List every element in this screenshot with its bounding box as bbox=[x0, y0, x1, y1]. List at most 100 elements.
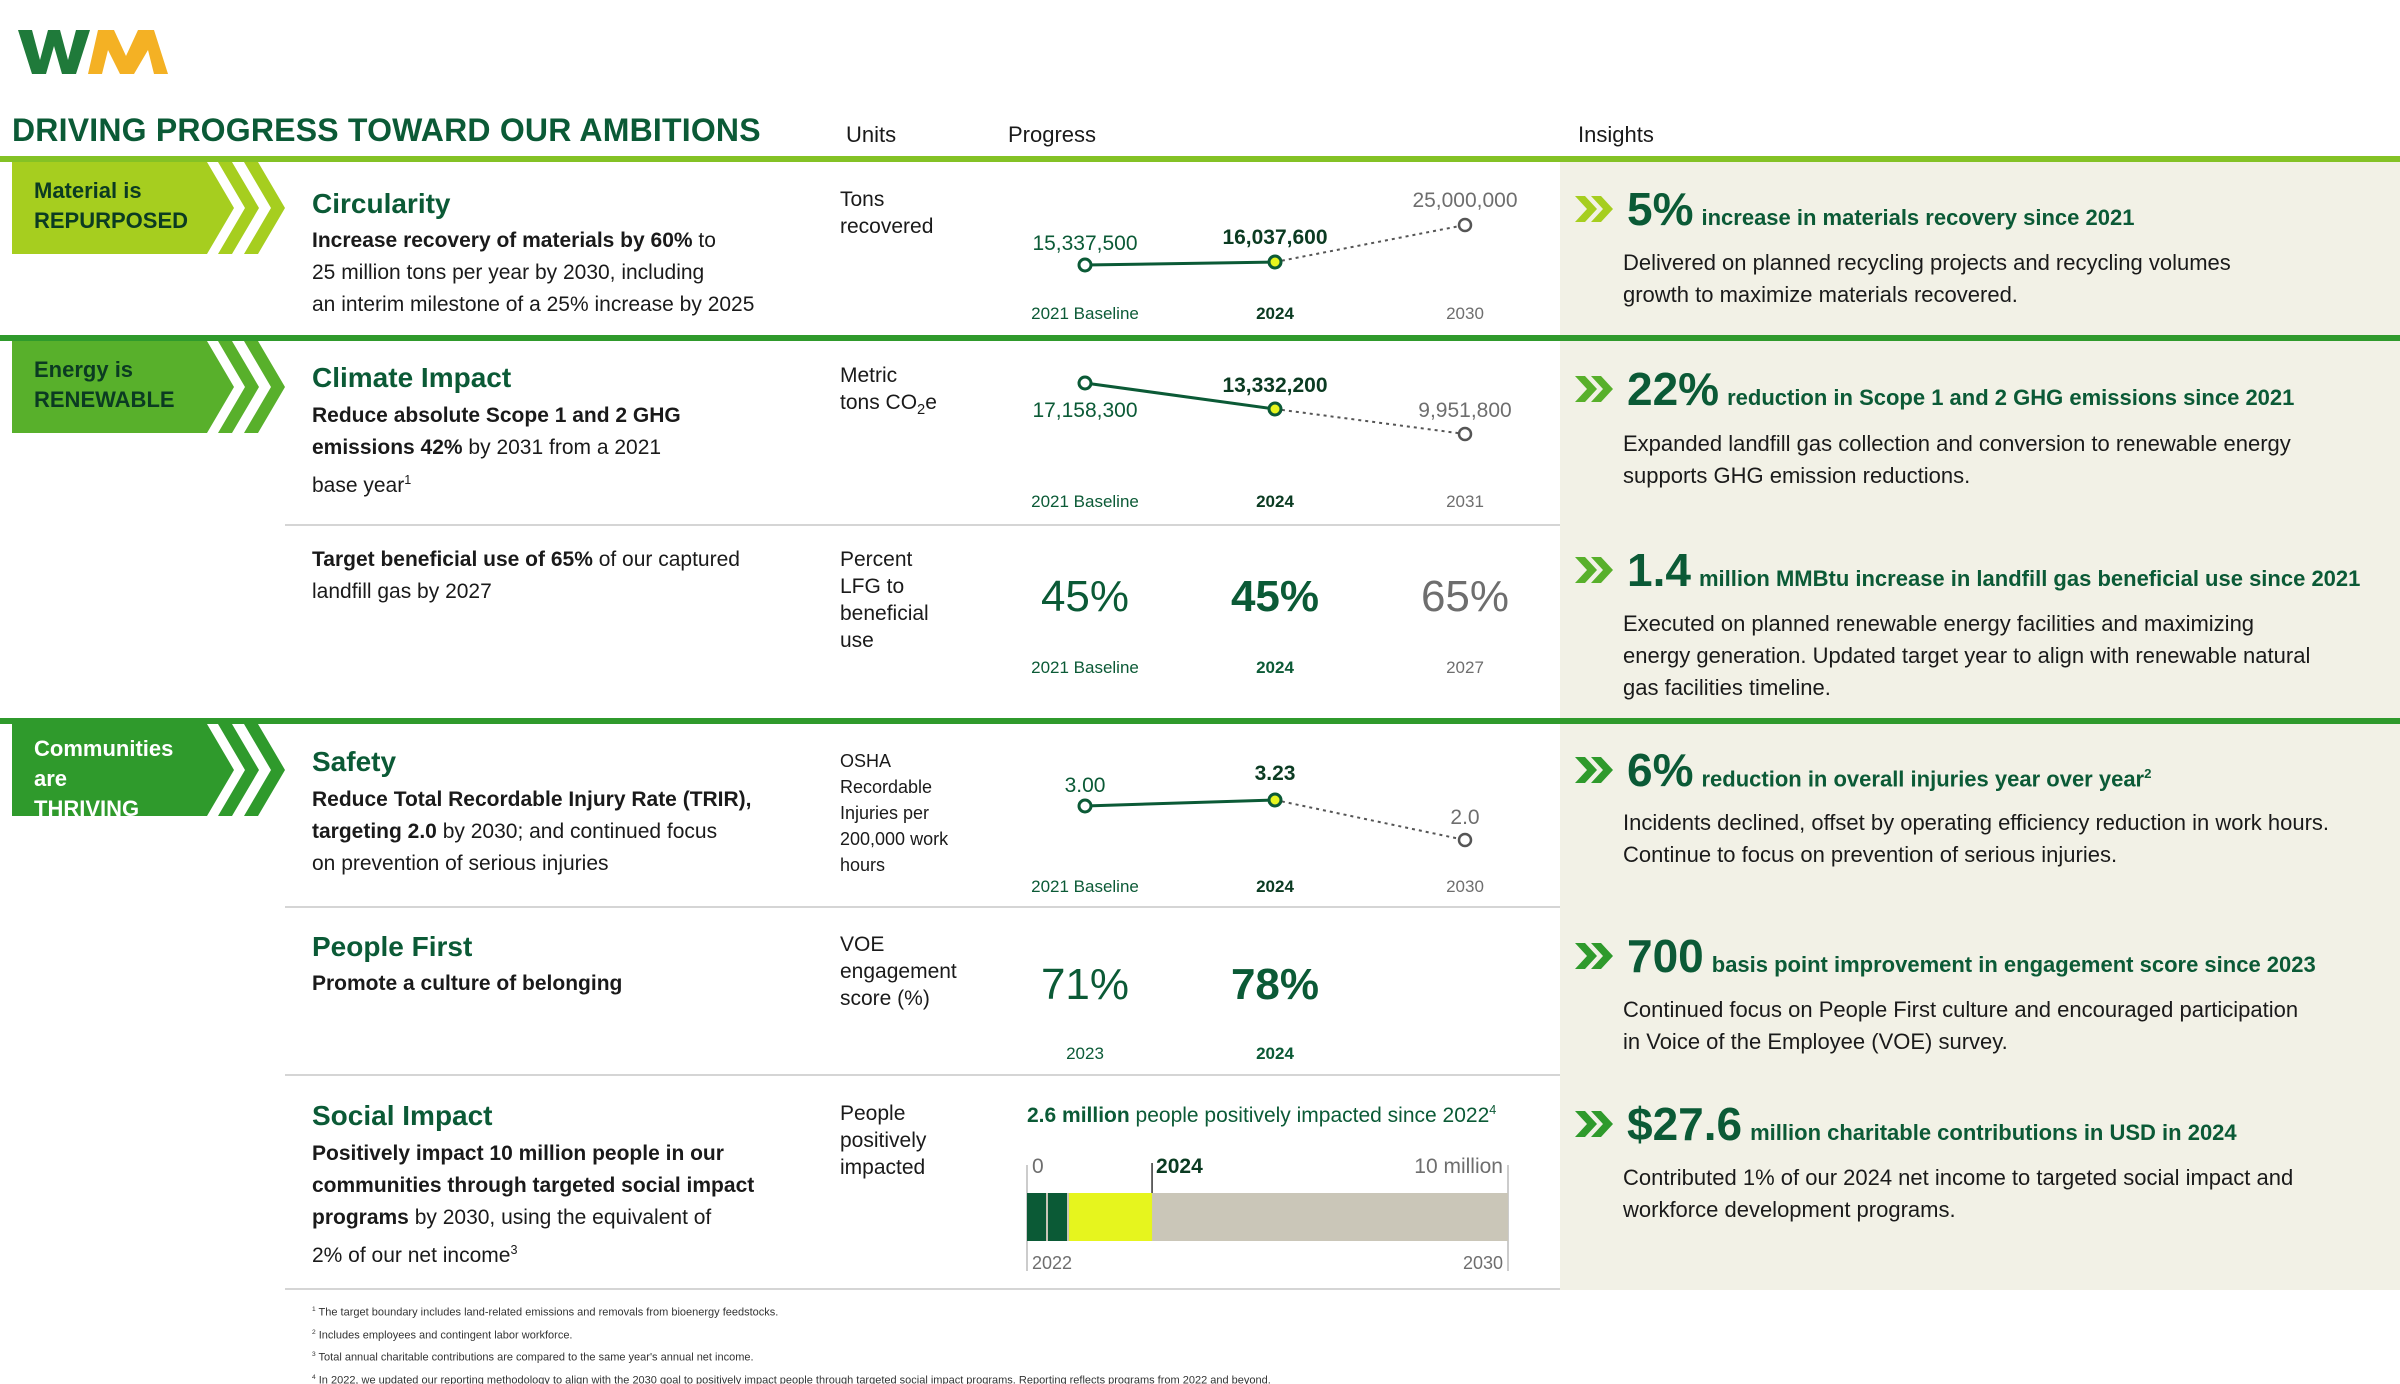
safety-insight-text: Incidents declined, offset by operating … bbox=[1623, 810, 2330, 867]
lfg-target-value: 65% bbox=[1420, 572, 1510, 621]
lfg-current-label: 2024 bbox=[1256, 658, 1294, 677]
social-units: People positively impacted bbox=[840, 1102, 927, 1179]
baseline-label: 2021 Baseline bbox=[1031, 304, 1139, 323]
row-divider bbox=[285, 524, 1560, 526]
double-chevron-icon bbox=[1575, 1111, 1613, 1137]
footnote: 1 The target boundary includes land-rela… bbox=[312, 1306, 779, 1319]
target-label: 2031 bbox=[1446, 492, 1484, 511]
safety-insight-headline: 6% reduction in overall injuries year ov… bbox=[1575, 743, 2151, 797]
circularity-insight-headline: 5% increase in materials recovery since … bbox=[1575, 182, 2134, 236]
social-description: Positively impact 10 million people in o… bbox=[312, 1142, 755, 1267]
lfg-baseline-value: 45% bbox=[1040, 572, 1130, 621]
double-chevron-icon bbox=[1575, 943, 1613, 969]
safety-line-chart: 3.00 3.23 2.0 2021 Baseline 2024 2030 bbox=[1031, 762, 1484, 896]
banner-line2: are THRIVING bbox=[34, 766, 140, 821]
baseline-point bbox=[1077, 375, 1093, 391]
footnote: 2 Includes employees and contingent labo… bbox=[312, 1328, 573, 1342]
row-divider bbox=[285, 906, 1560, 908]
section-divider bbox=[0, 335, 2400, 341]
double-chevron-icon bbox=[1575, 757, 1613, 783]
circularity-units: Tons recovered bbox=[840, 188, 934, 238]
people-current-label: 2024 bbox=[1256, 1044, 1294, 1063]
circularity-line-chart: 15,337,500 16,037,600 25,000,000 2021 Ba… bbox=[1031, 189, 1517, 323]
circularity-insight-text: Delivered on planned recycling projects … bbox=[1623, 250, 2231, 307]
social-insight-text: Contributed 1% of our 2024 net income to… bbox=[1623, 1165, 2294, 1222]
row-divider bbox=[285, 1074, 1560, 1076]
current-value: 3.23 bbox=[1255, 762, 1296, 785]
insights-column-header: Insights bbox=[1578, 122, 1654, 147]
circularity-title: Circularity bbox=[312, 188, 451, 219]
social-insight-headline: $27.6 million charitable contributions i… bbox=[1575, 1097, 2237, 1151]
people-baseline-label: 2023 bbox=[1066, 1044, 1104, 1063]
bar-max-label: 10 million bbox=[1414, 1155, 1503, 1178]
actual-line bbox=[1084, 798, 1276, 808]
header-divider bbox=[0, 156, 2400, 162]
people-units: VOE engagement score (%) bbox=[840, 933, 957, 1010]
target-label: 2030 bbox=[1446, 877, 1484, 896]
baseline-value: 3.00 bbox=[1065, 774, 1106, 797]
bar-segment-2024 bbox=[1069, 1193, 1153, 1241]
footnote: 3 Total annual charitable contributions … bbox=[312, 1351, 754, 1364]
current-label: 2024 bbox=[1256, 304, 1294, 323]
current-point bbox=[1267, 401, 1283, 417]
section-divider bbox=[0, 718, 2400, 724]
baseline-point bbox=[1077, 257, 1093, 273]
climate-line-chart: 17,158,300 13,332,200 9,951,800 2021 Bas… bbox=[1031, 374, 1512, 511]
banner-line1: Communities bbox=[34, 736, 174, 761]
lfg-current-value: 45% bbox=[1230, 572, 1320, 621]
current-value: 16,037,600 bbox=[1222, 226, 1327, 249]
current-value: 13,332,200 bbox=[1222, 374, 1327, 397]
climate-insight-text: Expanded landfill gas collection and con… bbox=[1623, 431, 2291, 488]
social-progress-headline: 2.6 million people positively impacted s… bbox=[1027, 1103, 1497, 1127]
bar-zero-label: 0 bbox=[1032, 1155, 1044, 1178]
safety-title: Safety bbox=[312, 746, 397, 777]
current-label: 2024 bbox=[1256, 492, 1294, 511]
target-line bbox=[1274, 224, 1466, 263]
lfg-target-label: 2027 bbox=[1446, 658, 1484, 677]
climate-title: Climate Impact bbox=[312, 362, 512, 393]
social-title: Social Impact bbox=[312, 1100, 493, 1131]
lfg-baseline-label: 2021 Baseline bbox=[1031, 658, 1139, 677]
people-title: People First bbox=[312, 931, 473, 962]
lfg-units: Percent LFG to beneficial use bbox=[840, 548, 929, 652]
target-line bbox=[1274, 799, 1466, 841]
baseline-point bbox=[1077, 798, 1093, 814]
footnotes: 1 The target boundary includes land-rela… bbox=[312, 1300, 1271, 1384]
target-point bbox=[1457, 217, 1473, 233]
double-chevron-icon bbox=[1575, 196, 1613, 222]
current-point bbox=[1267, 792, 1283, 808]
bar-2024-label: 2024 bbox=[1156, 1155, 1203, 1178]
banner-line1: Material is bbox=[34, 178, 142, 203]
actual-line bbox=[1084, 381, 1276, 411]
current-point bbox=[1267, 254, 1283, 270]
double-chevron-icon bbox=[1575, 376, 1613, 402]
target-value: 25,000,000 bbox=[1412, 189, 1517, 212]
footnote: 4 In 2022, we updated our reporting meth… bbox=[312, 1373, 1271, 1384]
people-insight-headline: 700 basis point improvement in engagemen… bbox=[1575, 929, 2316, 983]
banner-line2: RENEWABLE bbox=[34, 387, 175, 412]
banner-line2: REPURPOSED bbox=[34, 208, 189, 233]
progress-column-header: Progress bbox=[1008, 122, 1097, 147]
people-current-value: 78% bbox=[1230, 960, 1320, 1009]
lfg-description: Target beneficial use of 65% of our capt… bbox=[312, 548, 740, 603]
page-title: DRIVING PROGRESS TOWARD OUR AMBITIONS bbox=[12, 112, 761, 148]
social-progress-bar: 0 2024 10 million 2022 2030 bbox=[1026, 1155, 1509, 1273]
safety-description: Reduce Total Recordable Injury Rate (TRI… bbox=[312, 788, 752, 875]
baseline-value: 15,337,500 bbox=[1032, 232, 1137, 255]
people-insight-text: Continued focus on People First culture … bbox=[1623, 997, 2299, 1054]
people-baseline-value: 71% bbox=[1040, 960, 1130, 1009]
target-value: 2.0 bbox=[1450, 806, 1479, 829]
insights-panel bbox=[1560, 162, 2400, 1290]
baseline-label: 2021 Baseline bbox=[1031, 877, 1139, 896]
safety-units: OSHA Recordable Injuries per 200,000 wor… bbox=[840, 751, 949, 875]
baseline-label: 2021 Baseline bbox=[1031, 492, 1139, 511]
circularity-description: Increase recovery of materials by 60% to… bbox=[312, 229, 755, 316]
climate-insight-headline: 22% reduction in Scope 1 and 2 GHG emiss… bbox=[1575, 362, 2294, 416]
climate-description: Reduce absolute Scope 1 and 2 GHG emissi… bbox=[312, 404, 681, 497]
bar-segment-2022 bbox=[1027, 1193, 1046, 1241]
target-label: 2030 bbox=[1446, 304, 1484, 323]
baseline-value: 17,158,300 bbox=[1032, 399, 1137, 422]
people-description: Promote a culture of belonging bbox=[312, 972, 623, 995]
current-label: 2024 bbox=[1256, 877, 1294, 896]
wm-logo bbox=[18, 30, 168, 74]
